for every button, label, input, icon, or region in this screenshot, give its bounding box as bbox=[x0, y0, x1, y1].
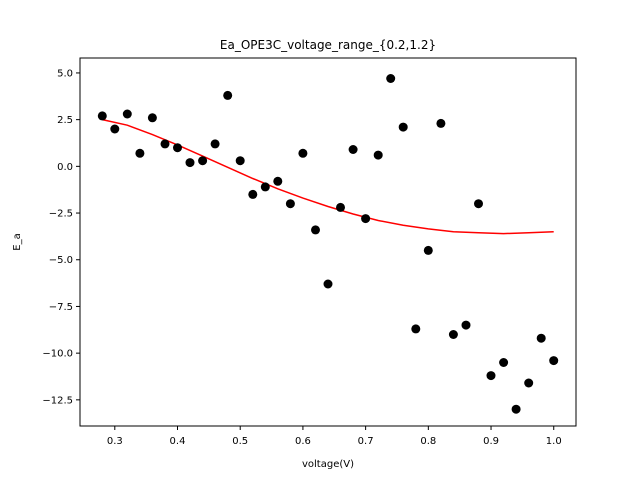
data-point bbox=[373, 150, 383, 160]
data-point bbox=[235, 156, 245, 166]
data-point bbox=[210, 139, 220, 149]
data-point bbox=[260, 182, 270, 192]
axes-frame bbox=[79, 57, 577, 427]
data-point bbox=[411, 324, 421, 334]
y-tick-label: −7.5 bbox=[49, 302, 73, 313]
data-point bbox=[135, 148, 145, 158]
y-tick-label: −12.5 bbox=[42, 395, 73, 406]
data-point bbox=[436, 118, 446, 128]
data-point bbox=[398, 122, 408, 132]
data-point bbox=[122, 109, 132, 119]
y-axis: 5.0 2.5 0.0 −2.5 −5.0 −7.5 −10.0 −12.5 bbox=[42, 68, 80, 406]
y-tick-label: −2.5 bbox=[49, 209, 73, 220]
data-point bbox=[173, 143, 182, 153]
data-point bbox=[499, 358, 509, 367]
data-point bbox=[511, 404, 521, 414]
data-point bbox=[448, 330, 458, 339]
data-point bbox=[110, 124, 120, 134]
data-point bbox=[536, 333, 546, 343]
data-point bbox=[461, 320, 471, 330]
data-point bbox=[361, 214, 371, 224]
y-tick-label: 0.0 bbox=[57, 162, 73, 173]
x-tick-label: 0.7 bbox=[358, 436, 374, 447]
data-point bbox=[348, 145, 358, 154]
data-point bbox=[285, 199, 295, 209]
x-tick-label: 0.8 bbox=[420, 436, 436, 447]
data-point bbox=[524, 378, 534, 388]
data-point bbox=[386, 74, 396, 83]
y-tick-label: 5.0 bbox=[57, 68, 73, 79]
data-point bbox=[248, 189, 258, 199]
y-tick-label: 2.5 bbox=[57, 115, 73, 126]
x-tick-label: 0.4 bbox=[170, 436, 186, 447]
data-point bbox=[474, 199, 483, 209]
chart-title: Ea_OPE3C_voltage_range_{0.2,1.2} bbox=[220, 38, 436, 52]
data-point bbox=[323, 279, 333, 289]
data-point bbox=[336, 202, 345, 212]
x-axis: 0.3 0.4 0.5 0.6 0.7 0.8 0.9 1.0 bbox=[107, 426, 562, 447]
data-point bbox=[549, 356, 559, 366]
x-tick-label: 0.6 bbox=[295, 436, 311, 447]
x-tick-label: 0.3 bbox=[107, 436, 123, 447]
y-axis-label: E_a bbox=[12, 233, 23, 250]
data-point bbox=[273, 176, 283, 186]
data-point bbox=[486, 371, 496, 381]
y-tick-label: −5.0 bbox=[49, 255, 73, 266]
plot-area bbox=[97, 74, 559, 414]
data-point bbox=[311, 225, 320, 235]
data-point bbox=[147, 113, 157, 123]
x-tick-label: 0.5 bbox=[232, 436, 248, 447]
data-point bbox=[198, 156, 208, 166]
data-point bbox=[298, 148, 308, 158]
y-tick-label: −10.0 bbox=[42, 349, 73, 360]
data-point bbox=[223, 90, 233, 100]
data-point bbox=[160, 139, 170, 149]
x-tick-label: 1.0 bbox=[546, 436, 562, 447]
data-point bbox=[423, 245, 433, 255]
x-tick-label: 0.9 bbox=[483, 436, 499, 447]
x-axis-label: voltage(V) bbox=[302, 459, 354, 470]
data-point bbox=[185, 158, 195, 168]
data-point bbox=[97, 111, 107, 121]
